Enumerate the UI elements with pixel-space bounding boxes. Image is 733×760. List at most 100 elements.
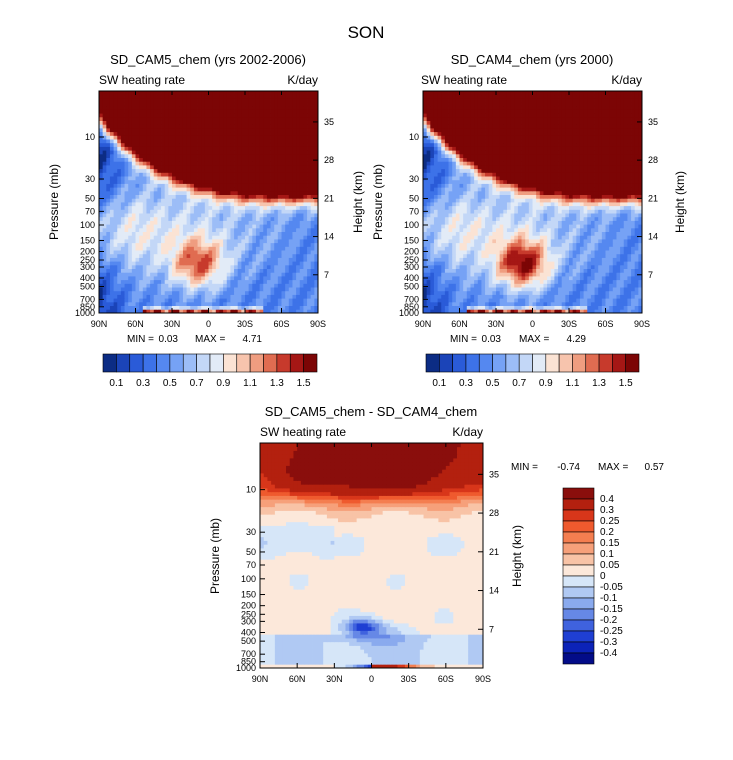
contour-cell (102, 235, 107, 240)
contour-cell (234, 242, 239, 247)
contour-cell (510, 250, 515, 255)
contour-cell (259, 272, 264, 277)
contour-cell (547, 235, 552, 240)
contour-cell (124, 272, 129, 277)
contour-cell (142, 116, 147, 121)
contour-cell (266, 246, 271, 251)
contour-cell (113, 94, 118, 99)
contour-cell (252, 150, 257, 155)
contour-cell (131, 153, 136, 158)
contour-cell (234, 279, 239, 284)
contour-cell (277, 301, 282, 306)
contour-cell (106, 246, 111, 251)
contour-cell (634, 290, 639, 295)
contour-cell (230, 231, 235, 236)
contour-cell (208, 98, 213, 103)
contour-cell (620, 242, 625, 247)
contour-cell (106, 131, 111, 136)
contour-cell (274, 176, 279, 181)
contour-cell (299, 227, 304, 232)
contour-cell (299, 142, 304, 147)
contour-cell (292, 102, 297, 107)
contour-cell (623, 242, 628, 247)
contour-cell (558, 283, 563, 288)
contour-cell (517, 294, 522, 299)
contour-cell (182, 190, 187, 195)
contour-cell (252, 202, 257, 207)
contour-cell (292, 224, 297, 229)
contour-cell (576, 272, 581, 277)
contour-cell (186, 142, 191, 147)
contour-cell (186, 98, 191, 103)
contour-cell (496, 264, 501, 269)
contour-cell (164, 250, 169, 255)
contour-cell (266, 98, 271, 103)
contour-cell (583, 253, 588, 258)
contour-cell (423, 272, 428, 277)
contour-cell (182, 305, 187, 310)
contour-cell (492, 268, 497, 273)
contour-cell (215, 216, 220, 221)
contour-cell (150, 128, 155, 133)
contour-cell (106, 279, 111, 284)
contour-cell (190, 309, 195, 313)
contour-cell (223, 264, 228, 269)
contour-cell (135, 179, 140, 184)
contour-cell (120, 91, 125, 96)
contour-cell (499, 235, 504, 240)
contour-cell (470, 264, 475, 269)
contour-cell (197, 94, 202, 99)
contour-cell (496, 239, 501, 244)
contour-cell (441, 246, 446, 251)
contour-cell (303, 242, 308, 247)
contour-cell (314, 113, 318, 118)
contour-cell (277, 213, 282, 218)
contour-cell (131, 128, 136, 133)
contour-cell (197, 301, 202, 306)
contour-cell (172, 239, 177, 244)
contour-cell (433, 305, 438, 310)
contour-cell (135, 279, 140, 284)
contour-cell (437, 305, 442, 310)
contour-cell (245, 209, 250, 214)
contour-cell (547, 250, 552, 255)
contour-cell (131, 190, 136, 195)
contour-cell (470, 290, 475, 295)
contour-cell (219, 209, 224, 214)
contour-cell (296, 165, 301, 170)
contour-cell (168, 246, 173, 251)
contour-cell (161, 153, 166, 158)
contour-cell (223, 279, 228, 284)
contour-cell (186, 198, 191, 203)
contour-cell (496, 250, 501, 255)
contour-cell (120, 231, 125, 236)
contour-cell (120, 161, 125, 166)
contour-cell (466, 257, 471, 262)
contour-cell (510, 261, 515, 266)
contour-cell (532, 301, 537, 306)
contour-cell (292, 220, 297, 225)
contour-cell (157, 150, 162, 155)
contour-cell (565, 301, 570, 306)
contour-cell (215, 209, 220, 214)
contour-cell (128, 198, 133, 203)
contour-cell (634, 276, 639, 281)
contour-cell (245, 194, 250, 199)
contour-cell (277, 279, 282, 284)
contour-cell (536, 239, 541, 244)
contour-cell (245, 139, 250, 144)
contour-cell (444, 268, 449, 273)
contour-cell (153, 168, 158, 173)
contour-cell (146, 202, 151, 207)
contour-cell (572, 264, 577, 269)
contour-cell (230, 139, 235, 144)
contour-cell (226, 190, 231, 195)
contour-cell (124, 209, 129, 214)
contour-cell (164, 153, 169, 158)
contour-cell (124, 157, 129, 162)
contour-cell (303, 194, 308, 199)
contour-cell (623, 305, 628, 310)
contour-cell (99, 235, 104, 240)
contour-cell (197, 246, 202, 251)
contour-cell (277, 198, 282, 203)
